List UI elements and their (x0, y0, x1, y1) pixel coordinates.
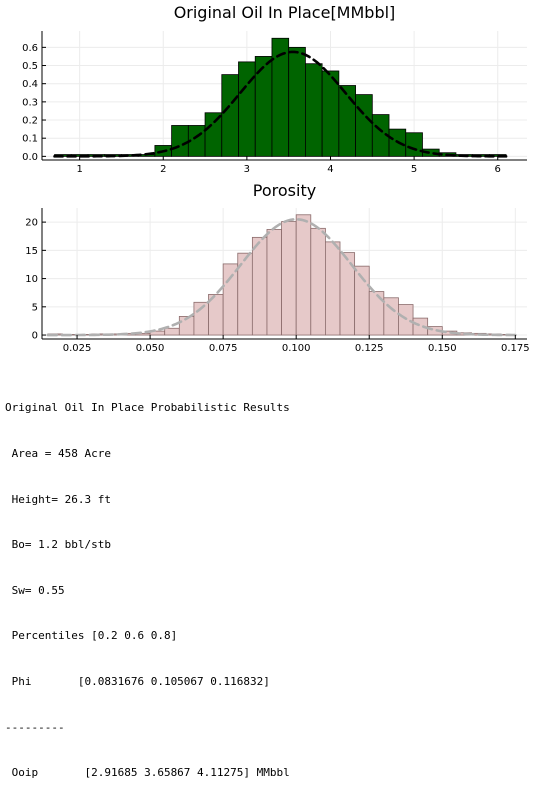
results-height: Height= 26.3 ft (5, 492, 111, 506)
results-separator: --------- (5, 720, 65, 734)
ooip-bar (204, 112, 223, 157)
porosity-ytick-label: 15 (25, 246, 38, 257)
porosity-histogram: Porosity 0.025 0.050 0.075 0.100 0.125 0.150 0… (25, 181, 529, 354)
results-bo: Bo= 1.2 bbl/stb (5, 538, 111, 552)
porosity-bar (222, 263, 239, 336)
porosity-fit-curve (46, 217, 517, 337)
ooip-ytick-label: 0.2 (22, 116, 38, 127)
porosity-ytick-label: 10 (25, 274, 38, 285)
ooip-ytick-label: 0.0 (22, 152, 38, 163)
ooip-chart-title: Original Oil In Place[MMbbl] (174, 3, 396, 22)
ooip-xtick-label: 3 (244, 164, 250, 175)
ooip-bar (238, 61, 256, 157)
porosity-bar (251, 236, 268, 336)
porosity-xtick-label: 0.075 (209, 343, 238, 354)
ooip-ytick-label: 0.4 (22, 79, 38, 90)
results-text-block: Original Oil In Place Probabilistic Resu… (5, 370, 290, 796)
ooip-ytick-label: 0.3 (22, 97, 38, 108)
ooip-bar (288, 46, 306, 157)
porosity-chart-title: Porosity (253, 181, 316, 200)
ooip-xtick-label: 4 (327, 164, 333, 175)
results-ooip: Ooip [2.91685 3.65867 4.11275] MMbbl (5, 766, 290, 780)
ooip-bar (355, 94, 373, 157)
results-heading: Original Oil In Place Probabilistic Resu… (5, 401, 290, 415)
ooip-xtick-label: 6 (495, 164, 501, 175)
ooip-xtick-label: 1 (76, 164, 82, 175)
results-percentiles: Percentiles [0.2 0.6 0.8] (5, 629, 178, 643)
results-area: Area = 458 Acre (5, 447, 111, 461)
ooip-bar (221, 74, 239, 157)
ooip-bar (305, 63, 323, 157)
ooip-xtick-label: 2 (160, 164, 166, 175)
porosity-ytick-label: 20 (25, 218, 38, 229)
porosity-ytick-label: 5 (32, 302, 38, 313)
porosity-bar (325, 241, 341, 336)
porosity-bar (266, 229, 282, 336)
ooip-fit-curve (53, 50, 508, 158)
porosity-xtick-label: 0.125 (355, 343, 384, 354)
ooip-ytick-label: 0.6 (22, 43, 38, 54)
porosity-xtick-label: 0.100 (282, 343, 311, 354)
porosity-bar (310, 227, 326, 336)
porosity-xtick-label: 0.150 (428, 343, 457, 354)
porosity-bar (164, 327, 180, 336)
ooip-bar (171, 125, 189, 157)
porosity-xtick-label: 0.050 (136, 343, 165, 354)
results-phi: Phi [0.0831676 0.105067 0.116832] (5, 675, 270, 689)
porosity-bar (281, 221, 297, 336)
histogram-figure: Original Oil In Place[MMbbl] 1 2 3 4 5 6 0.0 0.… (22, 3, 530, 354)
ooip-bar (338, 85, 356, 157)
ooip-bar (405, 132, 423, 157)
porosity-bar (295, 214, 312, 336)
porosity-ytick-label: 0 (32, 331, 38, 342)
porosity-bar (383, 297, 399, 336)
results-sw: Sw= 0.55 (5, 583, 65, 597)
ooip-ytick-label: 0.1 (22, 134, 38, 145)
porosity-xtick-label: 0.175 (501, 343, 530, 354)
ooip-histogram: Original Oil In Place[MMbbl] 1 2 3 4 5 6 0.0 0.… (22, 3, 527, 175)
porosity-xtick-label: 0.025 (63, 343, 92, 354)
ooip-ytick-label: 0.5 (22, 61, 38, 72)
ooip-xtick-label: 5 (411, 164, 417, 175)
